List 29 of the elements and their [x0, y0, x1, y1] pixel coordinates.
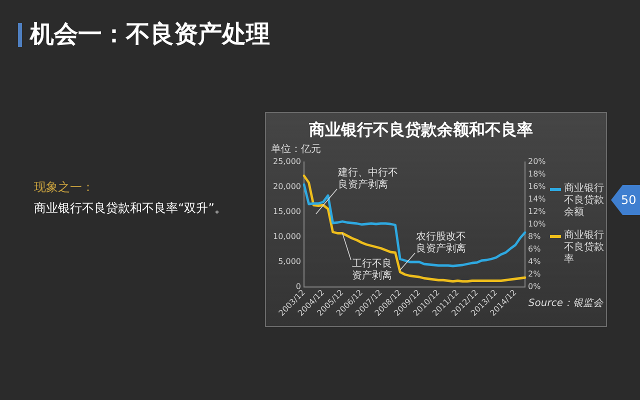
- y2-tick-label: 8%: [528, 232, 542, 242]
- legend-label: 商业银行不良贷款余额: [564, 183, 605, 219]
- y-tick-label: 15,000: [273, 207, 301, 216]
- y2-tick-label: 4%: [528, 257, 542, 266]
- text: 50: [621, 193, 636, 207]
- text: 商业银行不良贷款和不良率“双升”。: [34, 201, 226, 216]
- y2-tick-label: 14%: [528, 194, 546, 204]
- y2-tick-label: 12%: [528, 207, 546, 216]
- source-note: Source：银监会: [528, 298, 603, 310]
- text: 现象之一：: [34, 180, 94, 195]
- y-tick-label: 25,000: [273, 157, 301, 166]
- chart-subtitle: 商业银行不良贷款余额和不良率: [308, 120, 534, 140]
- y-tick-label: 5,000: [278, 257, 301, 266]
- annotation: 建行、中行不良资产剥离: [337, 166, 398, 191]
- y-tick-label: 0: [296, 282, 301, 292]
- chart-title: 机会一：不良资产处理: [30, 19, 270, 49]
- y2-tick-label: 18%: [528, 170, 546, 179]
- annotation: 农行股改不良资产剥离: [416, 232, 466, 255]
- y2-tick-label: 0%: [528, 282, 542, 292]
- y2-tick-label: 2%: [528, 270, 542, 279]
- y-tick-label: 10,000: [273, 232, 301, 242]
- annotation: 工行不良资产剥离: [352, 258, 392, 282]
- y2-tick-label: 6%: [528, 244, 542, 254]
- legend-label: 商业银行不良贷款率: [564, 230, 605, 266]
- y2-tick-label: 16%: [528, 182, 546, 192]
- y2-tick-label: 10%: [528, 220, 546, 229]
- y-axis-title: 单位：亿元: [271, 144, 321, 156]
- y2-tick-label: 20%: [528, 157, 546, 166]
- y-tick-label: 20,000: [273, 182, 301, 192]
